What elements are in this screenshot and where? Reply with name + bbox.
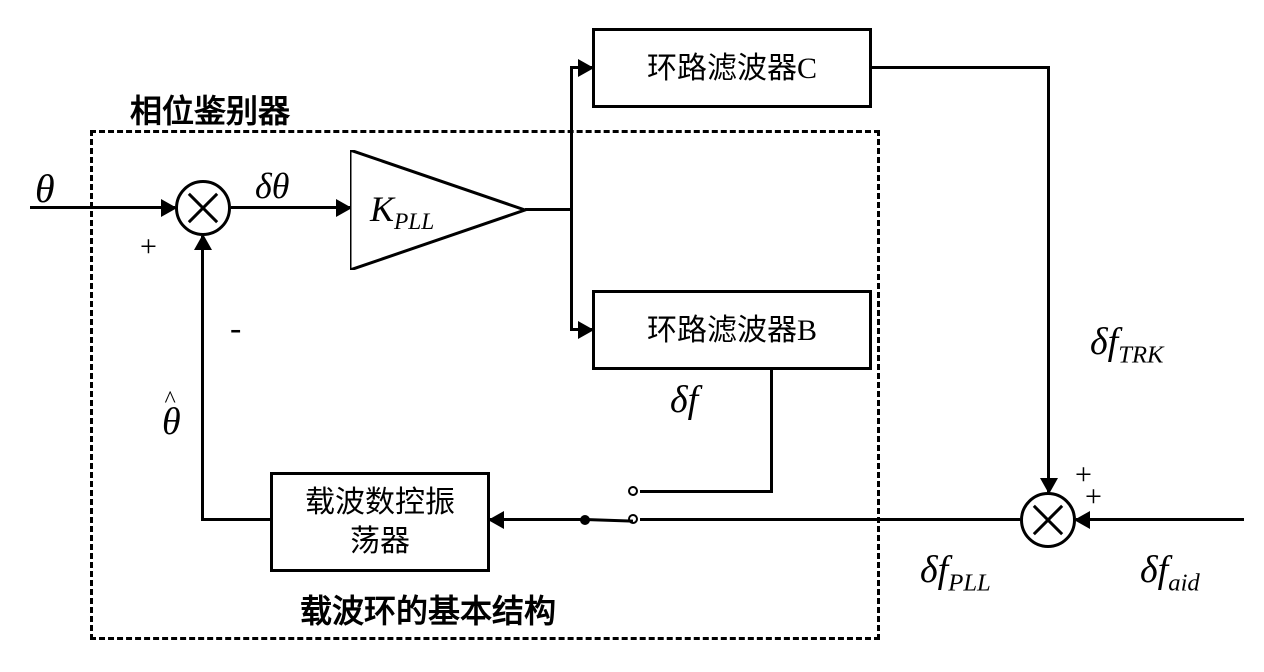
carrier-loop-title: 载波环的基本结构 — [300, 586, 556, 632]
kpll-label: KPLL — [370, 188, 434, 236]
filter-c-label: 环路滤波器C — [647, 49, 817, 88]
delta-f-pll-symbol: δfPLL — [920, 548, 991, 598]
filter-b-label: 环路滤波器B — [647, 311, 817, 350]
nco-label: 载波数控振荡器 — [305, 483, 455, 561]
phase-detector-title: 相位鉴别器 — [130, 86, 290, 132]
line-to-nco — [490, 518, 585, 521]
delta-f-aid-symbol: δfaid — [1140, 548, 1200, 598]
line-c-out-v — [1047, 66, 1050, 492]
line-c-out-h — [872, 66, 1050, 69]
line-up-to-c — [570, 68, 573, 211]
plus-left: + — [140, 230, 157, 264]
line-nco-out-h — [201, 518, 270, 521]
theta-symbol: θ — [35, 165, 55, 212]
line-amp-out-h — [525, 208, 573, 211]
line-summer2-out-h — [640, 518, 1020, 521]
line-faid-in — [1076, 518, 1244, 521]
line-to-amp — [231, 206, 350, 209]
summer-freq — [1020, 492, 1076, 548]
line-to-b — [570, 328, 592, 331]
line-feedback-v — [201, 236, 204, 521]
line-b-out-v — [770, 370, 773, 492]
filter-b-box: 环路滤波器B — [592, 290, 872, 370]
line-to-c — [570, 66, 592, 69]
theta-hat-symbol: θ^ — [162, 400, 181, 444]
delta-f-symbol: δf — [670, 378, 698, 422]
summer-phase-error — [175, 180, 231, 236]
delta-theta-symbol: δθ — [255, 165, 289, 207]
line-theta-in — [30, 206, 175, 209]
minus-feedback: - — [230, 310, 241, 348]
line-b-out-h — [640, 490, 773, 493]
filter-c-box: 环路滤波器C — [592, 28, 872, 108]
plus-right: + — [1085, 480, 1102, 514]
nco-box: 载波数控振荡器 — [270, 472, 490, 572]
line-down-to-b — [570, 208, 573, 330]
delta-f-trk-symbol: δfTRK — [1090, 320, 1164, 370]
pll-block-diagram: 相位鉴别器 载波环的基本结构 θ + δθ KPLL 环路滤波器C 环路滤波器B… — [0, 0, 1264, 672]
switch-upper-terminal — [628, 486, 638, 496]
